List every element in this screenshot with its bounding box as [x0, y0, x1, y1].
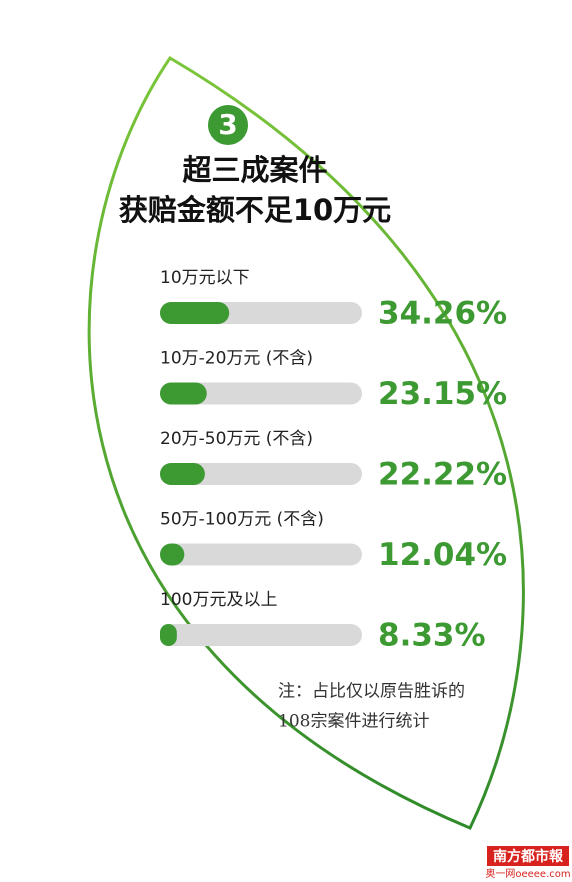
- value-label: 8.33%: [378, 618, 486, 654]
- bar: [160, 302, 230, 324]
- value-label: 34.26%: [378, 296, 507, 332]
- logo-box: [487, 846, 569, 866]
- bar: [160, 543, 185, 566]
- bar-track: [160, 543, 362, 566]
- category-label: 10万-20万元 (不含): [160, 349, 313, 369]
- value-label: 22.22%: [378, 457, 507, 493]
- bar-track: [160, 624, 362, 646]
- chart-title: 超三成案件: [182, 153, 327, 187]
- bar: [160, 624, 177, 646]
- lens-outline: [87, 55, 525, 830]
- bar-track: [160, 382, 362, 405]
- category-label: 50万-100万元 (不含): [160, 510, 324, 530]
- bar: [160, 382, 207, 405]
- chart-subtitle: 获赔金额不足10万元: [119, 193, 391, 227]
- badge-number: 3: [218, 108, 237, 141]
- category-label: 100万元及以上: [160, 590, 277, 610]
- value-label: 12.04%: [378, 537, 507, 573]
- badge-circle: [208, 105, 248, 145]
- value-label: 23.15%: [378, 376, 507, 412]
- bar: [160, 463, 205, 485]
- note: 注：占比仅以原告胜诉的: [278, 682, 465, 702]
- category-label: 10万元以下: [160, 268, 250, 288]
- category-label: 20万-50万元 (不含): [160, 429, 313, 449]
- logo-site: 奥一网oeeee.com: [485, 867, 570, 880]
- logo: 南方都市報: [493, 848, 564, 865]
- note: 108宗案件进行统计: [278, 712, 429, 732]
- bar-track: [160, 463, 362, 485]
